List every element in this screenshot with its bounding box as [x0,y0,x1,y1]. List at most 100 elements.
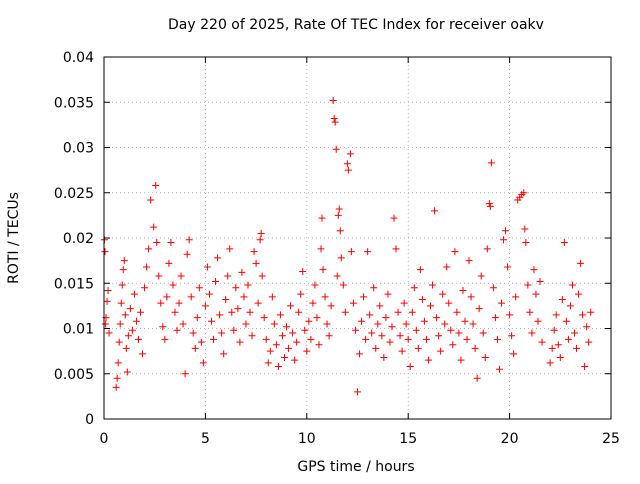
data-point [552,311,560,319]
data-point [508,332,516,340]
y-tick-label: 0.005 [54,367,94,383]
y-tick-label: 0.025 [54,186,94,202]
data-point [455,329,463,337]
data-point [487,159,495,167]
data-point [457,356,465,364]
data-point [481,353,489,361]
data-point [299,267,307,275]
data-point [360,293,368,301]
data-point [491,314,499,322]
data-point [390,214,398,222]
data-point [256,236,264,244]
data-point [216,311,224,319]
data-point [469,320,477,328]
data-point [175,299,183,307]
data-point [317,245,325,253]
data-point [195,284,203,292]
data-point [575,290,583,298]
data-point [323,320,331,328]
data-point [528,329,536,337]
data-point [339,281,347,289]
data-point [568,281,576,289]
data-point [318,214,326,222]
data-point [435,332,443,340]
data-point [437,347,445,355]
data-point [524,281,532,289]
data-point [250,248,258,256]
data-point [226,245,234,253]
data-point [573,344,581,352]
data-point [416,266,424,274]
data-point [254,299,262,307]
data-point [301,326,309,334]
data-point [287,302,295,310]
data-point [493,335,501,343]
data-point [181,370,189,378]
data-point [246,308,254,316]
grid-lines [104,57,611,419]
data-point [266,347,274,355]
data-point [105,329,113,337]
data-point [238,268,246,276]
data-point [234,305,242,313]
data-point [309,299,317,307]
data-point [280,353,288,361]
y-tick-label: 0.02 [63,231,94,247]
data-point [305,317,313,325]
data-point [447,326,455,334]
y-axis-label: ROTI / TECUs [6,192,22,284]
axis-ticks: 0 5 10 15 20 25 0 0.005 0.01 0.015 0.02 0.025 0.03 0.… [54,50,620,447]
data-point [372,344,380,352]
data-point [332,145,340,153]
data-point [558,296,566,304]
data-point [420,317,428,325]
data-point [380,353,388,361]
data-point [439,290,447,298]
data-point [177,272,185,280]
x-axis-label: GPS time / hours [297,459,414,475]
data-point [113,374,121,382]
data-point [414,344,422,352]
data-point [220,350,228,358]
data-point [179,320,187,328]
data-point [159,323,167,331]
data-point [512,293,520,301]
data-point [102,320,110,328]
data-point [402,320,410,328]
data-point [422,335,430,343]
data-point [272,341,280,349]
data-point [147,196,155,204]
data-point [406,363,414,371]
data-point [118,281,126,289]
x-tick-label: 5 [201,431,210,447]
data-point [134,335,142,343]
data-point [197,338,205,346]
data-point [240,293,248,301]
data-point [122,344,130,352]
data-point [449,341,457,349]
data-point [152,182,160,190]
data-point [364,248,372,256]
data-point [165,259,173,267]
data-point [232,284,240,292]
y-tick-label: 0.01 [63,322,94,338]
y-tick-label: 0.04 [63,50,94,66]
data-point [506,311,514,319]
data-point [121,311,129,319]
data-point [331,118,339,126]
data-point [461,317,469,325]
data-point [126,305,134,313]
data-point [556,353,564,361]
data-point [520,189,528,197]
data-point [313,314,321,322]
data-point [579,311,587,319]
data-point [128,326,136,334]
data-point [546,359,554,367]
data-point [115,338,123,346]
data-point [295,308,303,316]
data-point [264,359,272,367]
data-point [257,229,265,237]
data-point [285,344,293,352]
data-point [167,239,175,247]
data-point [486,202,494,210]
